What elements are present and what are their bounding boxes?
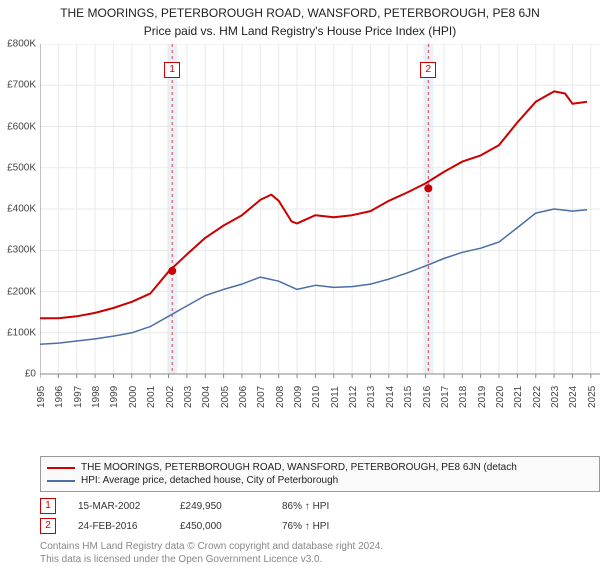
x-tick-label: 2016 xyxy=(422,386,433,408)
x-tick-label: 2000 xyxy=(128,386,139,408)
y-tick-label: £0 xyxy=(0,369,36,380)
x-tick-label: 2018 xyxy=(458,386,469,408)
x-tick-label: 2022 xyxy=(532,386,543,408)
y-tick-label: £500K xyxy=(0,162,36,173)
x-tick-label: 2021 xyxy=(513,386,524,408)
y-tick-label: £400K xyxy=(0,204,36,215)
x-tick-label: 2024 xyxy=(568,386,579,408)
title-sub: Price paid vs. HM Land Registry's House … xyxy=(0,24,600,38)
x-tick-label: 2002 xyxy=(165,386,176,408)
sales-price: £249,950 xyxy=(180,501,260,512)
sales-date: 24-FEB-2016 xyxy=(78,521,158,532)
x-tick-label: 2014 xyxy=(385,386,396,408)
x-tick-label: 2017 xyxy=(440,386,451,408)
x-tick-label: 1996 xyxy=(54,386,65,408)
x-tick-label: 2013 xyxy=(366,386,377,408)
marker-label-1: 1 xyxy=(164,62,180,78)
x-tick-label: 1997 xyxy=(73,386,84,408)
marker-label-2: 2 xyxy=(420,62,436,78)
x-tick-label: 2023 xyxy=(550,386,561,408)
x-tick-label: 2003 xyxy=(183,386,194,408)
legend-swatch xyxy=(47,467,75,469)
sales-pct: 86% ↑ HPI xyxy=(282,501,362,512)
x-tick-label: 2025 xyxy=(587,386,598,408)
x-tick-label: 2007 xyxy=(256,386,267,408)
footer-note: Contains HM Land Registry data © Crown c… xyxy=(40,540,383,566)
y-tick-label: £100K xyxy=(0,327,36,338)
x-tick-label: 2012 xyxy=(348,386,359,408)
y-tick-label: £600K xyxy=(0,121,36,132)
x-tick-label: 2020 xyxy=(495,386,506,408)
chart-svg xyxy=(40,44,600,414)
x-tick-label: 2015 xyxy=(403,386,414,408)
sales-price: £450,000 xyxy=(180,521,260,532)
x-tick-label: 2010 xyxy=(311,386,322,408)
legend-box: THE MOORINGS, PETERBOROUGH ROAD, WANSFOR… xyxy=(40,456,600,492)
chart-area xyxy=(40,44,600,414)
x-tick-label: 1998 xyxy=(91,386,102,408)
x-tick-label: 1999 xyxy=(109,386,120,408)
sales-marker: 1 xyxy=(40,498,56,514)
x-tick-label: 1995 xyxy=(36,386,47,408)
y-tick-label: £700K xyxy=(0,80,36,91)
chart-container: THE MOORINGS, PETERBOROUGH ROAD, WANSFOR… xyxy=(0,6,600,566)
footer-line1: Contains HM Land Registry data © Crown c… xyxy=(40,540,383,553)
x-tick-label: 2009 xyxy=(293,386,304,408)
sales-table: 1 15-MAR-2002 £249,950 86% ↑ HPI 2 24-FEB-201… xyxy=(40,496,362,536)
sales-marker: 2 xyxy=(40,518,56,534)
x-tick-label: 2006 xyxy=(238,386,249,408)
title-main: THE MOORINGS, PETERBOROUGH ROAD, WANSFOR… xyxy=(0,6,600,20)
x-tick-label: 2019 xyxy=(477,386,488,408)
y-tick-label: £200K xyxy=(0,286,36,297)
legend-label: THE MOORINGS, PETERBOROUGH ROAD, WANSFOR… xyxy=(81,462,517,473)
x-tick-label: 2004 xyxy=(201,386,212,408)
sales-row: 2 24-FEB-2016 £450,000 76% ↑ HPI xyxy=(40,516,362,536)
sales-row: 1 15-MAR-2002 £249,950 86% ↑ HPI xyxy=(40,496,362,516)
sales-date: 15-MAR-2002 xyxy=(78,501,158,512)
legend-row: HPI: Average price, detached house, City… xyxy=(47,474,593,487)
x-tick-label: 2005 xyxy=(220,386,231,408)
y-tick-label: £300K xyxy=(0,245,36,256)
sales-pct: 76% ↑ HPI xyxy=(282,521,362,532)
legend-row: THE MOORINGS, PETERBOROUGH ROAD, WANSFOR… xyxy=(47,461,593,474)
x-tick-label: 2011 xyxy=(330,386,341,408)
legend-label: HPI: Average price, detached house, City… xyxy=(81,475,338,486)
legend-swatch xyxy=(47,480,75,482)
x-tick-label: 2001 xyxy=(146,386,157,408)
y-tick-label: £800K xyxy=(0,39,36,50)
x-tick-label: 2008 xyxy=(275,386,286,408)
